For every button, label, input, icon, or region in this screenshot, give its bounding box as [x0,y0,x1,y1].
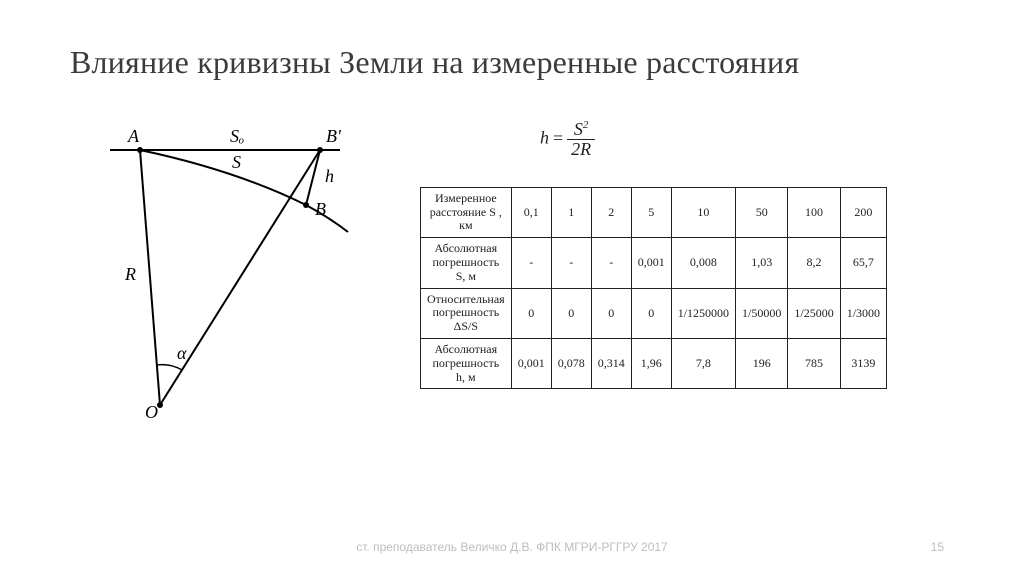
table-row-header: Относительная погрешность ΔS/S [421,288,512,338]
table-cell: 8,2 [788,238,840,288]
table-cell: 0,078 [551,338,591,388]
table-cell: 200 [840,187,886,237]
label-R: R [124,264,136,284]
table-cell: 0,008 [671,238,735,288]
table-cell: 0,001 [511,338,551,388]
table-cell: 785 [788,338,840,388]
label-h: h [325,166,334,186]
table-cell: 0,1 [511,187,551,237]
table-cell: 0 [631,288,671,338]
table-cell: - [511,238,551,288]
table-cell: 1/1250000 [671,288,735,338]
table-cell: 5 [631,187,671,237]
label-S0: Sₒ [230,126,244,146]
table-cell: 1 [551,187,591,237]
label-S: S [232,152,241,172]
footer-text: ст. преподаватель Величко Д.В. ФПК МГРИ-… [0,540,1024,554]
table-cell: 1,96 [631,338,671,388]
table-cell: 1/50000 [736,288,788,338]
table-cell: 3139 [840,338,886,388]
table-cell: 0,001 [631,238,671,288]
label-B: B [315,199,326,219]
error-table: Измеренное расстояние S , км0,1125105010… [420,187,887,390]
table-cell: 1,03 [736,238,788,288]
table-cell: 0 [591,288,631,338]
page-title: Влияние кривизны Земли на измеренные рас… [70,42,954,82]
page-number: 15 [931,540,944,554]
table-row-header: Абсолютная погрешность h, м [421,338,512,388]
table-cell: 0 [551,288,591,338]
table-cell: 0,314 [591,338,631,388]
table-cell: 1/25000 [788,288,840,338]
formula-h: h=S22R [540,120,595,159]
label-alpha: α [177,343,187,363]
label-A: A [127,126,140,146]
label-O: O [145,402,158,420]
earth-curvature-diagram: A B' B O R Sₒ S h α [70,110,390,425]
table-cell: - [591,238,631,288]
table-cell: 2 [591,187,631,237]
label-Bp: B' [326,126,342,146]
table-row-header: Абсолютная погрешность S, м [421,238,512,288]
table-cell: - [551,238,591,288]
table-cell: 7,8 [671,338,735,388]
formula-lhs: h [540,128,549,148]
table-cell: 196 [736,338,788,388]
table-cell: 1/3000 [840,288,886,338]
table-row-header: Измеренное расстояние S , км [421,187,512,237]
table-cell: 65,7 [840,238,886,288]
table-cell: 10 [671,187,735,237]
table-cell: 0 [511,288,551,338]
table-cell: 100 [788,187,840,237]
table-cell: 50 [736,187,788,237]
